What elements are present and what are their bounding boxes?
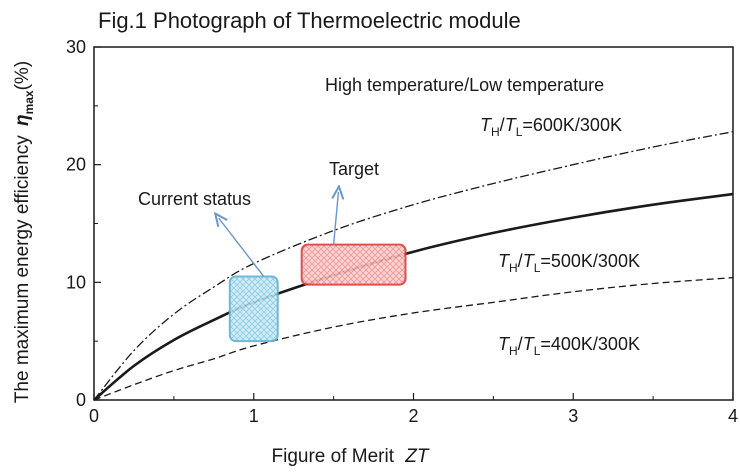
x-tick-label: 0	[89, 406, 99, 426]
current-status-arrow	[219, 218, 265, 277]
x-tick-label: 1	[249, 406, 259, 426]
x-axis-label: Figure of Merit ZT	[272, 446, 430, 467]
series-line-500k	[93, 192, 734, 401]
series-label-400: TH/TL=400K/300K	[498, 334, 640, 358]
y-axis-label-text: The maximum energy efficiency	[12, 135, 33, 403]
x-tick-label: 3	[568, 406, 578, 426]
target-region	[300, 243, 407, 286]
x-tick-label: 4	[728, 406, 738, 426]
series-line-400k	[93, 276, 734, 401]
current-status-label: Current status	[138, 189, 251, 209]
x-tick-label: 2	[408, 406, 418, 426]
y-axis-label: The maximum energy efficiency ηmax(%)	[12, 61, 36, 403]
series-line-600k	[93, 131, 734, 401]
plot-frame	[93, 46, 734, 401]
y-tick-label: 0	[76, 390, 86, 410]
y-tick-label: 30	[66, 37, 86, 57]
current-status-region	[228, 275, 279, 343]
series-label-600: TH/TL=600K/300K	[480, 115, 622, 139]
chart-title: Fig.1 Photograph of Thermoelectric modul…	[98, 8, 521, 33]
y-axis-label-var: η	[12, 114, 33, 126]
svg-text:The maximum energy efficiency: The maximum energy efficiency ηmax(%)	[12, 61, 36, 403]
y-axis-label-sub: max	[22, 90, 36, 114]
series-label-500: TH/TL=500K/300K	[498, 251, 640, 275]
y-axis-label-unit: (%)	[12, 61, 33, 91]
x-axis-label-var: ZT	[404, 446, 430, 467]
target-label: Target	[329, 159, 379, 179]
annotation-header: High temperature/Low temperature	[325, 75, 604, 95]
y-tick-label: 10	[66, 272, 86, 292]
y-tick-label: 20	[66, 155, 86, 175]
x-axis-label-text: Figure of Merit	[272, 446, 395, 467]
target-arrow	[334, 192, 339, 245]
